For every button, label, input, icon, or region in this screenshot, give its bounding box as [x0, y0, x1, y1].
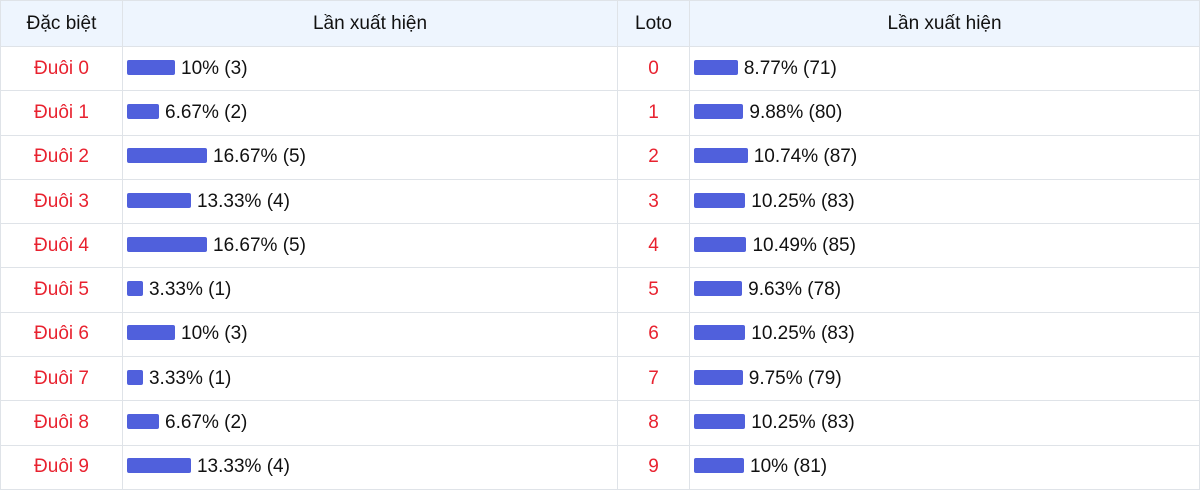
loto-bar — [694, 192, 746, 208]
special-value: 10% (3) — [181, 323, 248, 345]
special-bar — [127, 148, 208, 164]
special-cell: 10% (3) — [122, 311, 618, 358]
loto-bar — [694, 458, 744, 474]
special-bar — [127, 192, 191, 208]
table-row: Đuôi 2 16.67% (5) 2 10.74% (87) — [0, 134, 1200, 180]
header-special: Đặc biệt — [0, 0, 123, 47]
special-value: 16.67% (5) — [213, 234, 306, 256]
loto-label: 7 — [617, 356, 690, 402]
loto-value: 8.77% (71) — [743, 57, 837, 79]
special-label: Đuôi 8 — [0, 400, 123, 446]
loto-label: 0 — [617, 45, 690, 92]
loto-cell: 10% (81) — [689, 444, 1200, 490]
table-row: Đuôi 1 6.67% (2) 1 9.88% (80) — [0, 90, 1200, 136]
special-label: Đuôi 6 — [0, 311, 123, 358]
special-cell: 16.67% (5) — [122, 134, 618, 180]
loto-value: 10% (81) — [750, 456, 828, 478]
loto-bar — [694, 148, 748, 164]
table-row: Đuôi 5 3.33% (1) 5 9.63% (78) — [0, 267, 1200, 313]
special-bar — [127, 59, 175, 75]
special-bar — [127, 325, 175, 341]
loto-label: 3 — [617, 178, 690, 225]
header-loto: Loto — [617, 0, 690, 47]
special-label: Đuôi 7 — [0, 356, 123, 402]
loto-value: 9.88% (80) — [749, 101, 843, 123]
special-value: 6.67% (2) — [165, 412, 248, 434]
loto-value: 9.63% (78) — [748, 279, 842, 301]
loto-bar — [694, 236, 747, 252]
loto-value: 10.25% (83) — [751, 412, 855, 434]
loto-bar — [694, 103, 744, 119]
loto-value: 10.74% (87) — [753, 146, 858, 168]
table-row: Đuôi 3 13.33% (4) 3 10.25% (83) — [0, 178, 1200, 225]
table-row: Đuôi 8 6.67% (2) 8 10.25% (83) — [0, 400, 1200, 446]
special-cell: 3.33% (1) — [122, 356, 618, 402]
loto-bar — [694, 414, 746, 430]
loto-label: 1 — [617, 90, 690, 136]
loto-label: 8 — [617, 400, 690, 446]
loto-label: 9 — [617, 444, 690, 490]
special-value: 13.33% (4) — [196, 456, 290, 478]
special-cell: 6.67% (2) — [122, 90, 618, 136]
table-row: Đuôi 0 10% (3) 0 8.77% (71) — [0, 45, 1200, 92]
loto-cell: 10.49% (85) — [689, 223, 1200, 269]
loto-value: 10.49% (85) — [752, 234, 856, 256]
special-label: Đuôi 1 — [0, 90, 123, 136]
special-label: Đuôi 2 — [0, 134, 123, 180]
special-value: 6.67% (2) — [165, 101, 248, 123]
loto-cell: 9.88% (80) — [689, 90, 1200, 136]
table-row: Đuôi 4 16.67% (5) 4 10.49% (85) — [0, 223, 1200, 269]
loto-cell: 10.74% (87) — [689, 134, 1200, 180]
loto-bar — [694, 325, 746, 341]
special-bar — [127, 236, 208, 252]
table-row: Đuôi 7 3.33% (1) 7 9.75% (79) — [0, 356, 1200, 402]
special-label: Đuôi 0 — [0, 45, 123, 92]
loto-label: 6 — [617, 311, 690, 358]
special-value: 3.33% (1) — [148, 367, 232, 389]
loto-cell: 10.25% (83) — [689, 400, 1200, 446]
special-label: Đuôi 5 — [0, 267, 123, 313]
table-row: Đuôi 9 13.33% (4) 9 10% (81) — [0, 444, 1200, 490]
special-bar — [127, 103, 160, 119]
special-cell: 10% (3) — [122, 45, 618, 92]
loto-label: 4 — [617, 223, 690, 269]
header-appearances-loto: Lần xuất hiện — [689, 0, 1200, 47]
loto-bar — [694, 59, 738, 75]
special-cell: 3.33% (1) — [122, 267, 618, 313]
header-appearances: Lần xuất hiện — [122, 0, 618, 47]
special-bar — [127, 369, 143, 385]
special-bar — [127, 281, 143, 297]
loto-label: 5 — [617, 267, 690, 313]
special-label: Đuôi 4 — [0, 223, 123, 269]
loto-cell: 9.75% (79) — [689, 356, 1200, 402]
special-label: Đuôi 3 — [0, 178, 123, 225]
special-value: 10% (3) — [181, 57, 248, 79]
loto-value: 10.25% (83) — [751, 190, 855, 212]
loto-cell: 9.63% (78) — [689, 267, 1200, 313]
loto-label: 2 — [617, 134, 690, 180]
loto-cell: 8.77% (71) — [689, 45, 1200, 92]
loto-cell: 10.25% (83) — [689, 311, 1200, 358]
loto-bar — [694, 281, 743, 297]
special-bar — [127, 414, 160, 430]
special-value: 13.33% (4) — [196, 190, 290, 212]
header-row: Đặc biệt Lần xuất hiện Loto Lần xuất hiệ… — [0, 0, 1200, 47]
table-row: Đuôi 6 10% (3) 6 10.25% (83) — [0, 311, 1200, 358]
special-cell: 16.67% (5) — [122, 223, 618, 269]
special-bar — [127, 458, 191, 474]
special-label: Đuôi 9 — [0, 444, 123, 490]
loto-value: 9.75% (79) — [748, 367, 842, 389]
loto-cell: 10.25% (83) — [689, 178, 1200, 225]
special-cell: 6.67% (2) — [122, 400, 618, 446]
special-value: 3.33% (1) — [148, 279, 232, 301]
special-value: 16.67% (5) — [213, 146, 306, 168]
loto-bar — [694, 369, 743, 385]
special-cell: 13.33% (4) — [122, 444, 618, 490]
loto-value: 10.25% (83) — [751, 323, 855, 345]
special-cell: 13.33% (4) — [122, 178, 618, 225]
